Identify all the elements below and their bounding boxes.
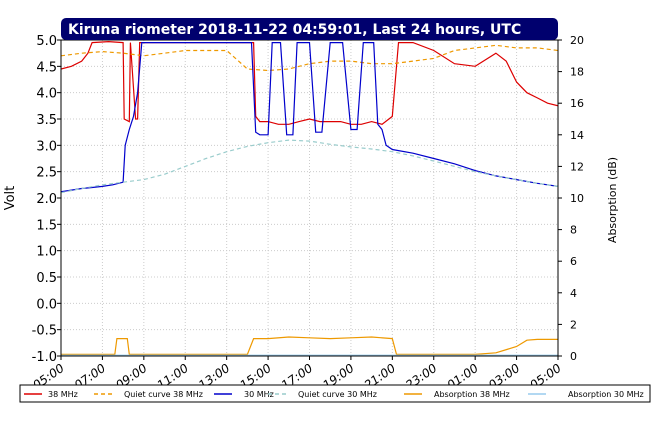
y-tick-label: 1.5 <box>36 218 57 233</box>
y-tick-label: 1.0 <box>36 245 57 260</box>
y2-tick-label: 0 <box>570 350 577 363</box>
y-tick-label: 5.0 <box>36 34 57 49</box>
y2-tick-label: 4 <box>570 287 577 300</box>
y-tick-label: 2.0 <box>36 192 57 207</box>
y-tick-label: 0.0 <box>36 297 57 312</box>
y-tick-label: 2.5 <box>36 166 57 181</box>
plot-background <box>61 40 558 356</box>
legend-label-1: Quiet curve 38 MHz <box>124 390 203 399</box>
y-tick-label: 4.5 <box>36 60 57 75</box>
legend-box <box>19 384 651 403</box>
y2-tick-label: 6 <box>570 255 577 268</box>
y2-tick-label: 10 <box>570 192 584 205</box>
legend-label-3: Quiet curve 30 MHz <box>298 390 377 399</box>
legend-label-5: Absorption 30 MHz <box>568 390 644 399</box>
legend-label-2: 30 MHz <box>244 390 274 399</box>
y2-tick-label: 12 <box>570 160 584 173</box>
title-bar <box>61 18 558 40</box>
y2-axis-label: Absorption (dB) <box>606 157 619 243</box>
series-line-0 <box>61 40 558 125</box>
legend-label-4: Absorption 38 MHz <box>434 390 510 399</box>
y-tick-label: 4.0 <box>36 87 57 102</box>
y2-tick-label: 20 <box>570 34 584 47</box>
series-line-4 <box>61 336 558 355</box>
series-line-2 <box>61 42 558 193</box>
y2-tick-label: 8 <box>570 224 577 237</box>
series-layer <box>61 40 558 356</box>
y-tick-label: -0.5 <box>32 324 57 339</box>
legend-label-0: 38 MHz <box>48 390 78 399</box>
y2-tick-label: 18 <box>570 66 584 79</box>
chart-title: Kiruna riometer 2018-11-22 04:59:01, Las… <box>68 22 521 38</box>
y-axis-ticks: 5.0 4.5 4.0 3.5 3.0 2.5 2.0 1.5 1.0 0.5 0.0 -0.5 -1.… <box>32 34 61 365</box>
y-tick-label: 3.0 <box>36 139 57 154</box>
y-tick-label: -1.0 <box>32 350 57 365</box>
series-line-3 <box>61 139 558 194</box>
y-tick-label: 3.5 <box>36 113 57 128</box>
y2-tick-label: 14 <box>570 129 584 142</box>
y2-tick-label: 16 <box>570 97 584 110</box>
y-tick-label: 0.5 <box>36 271 57 286</box>
legend: 38 MHz Quiet curve 38 MHz 30 MHz Quiet curv… <box>19 384 651 403</box>
y-axis-label: Volt <box>3 186 18 211</box>
y2-tick-label: 2 <box>570 318 577 331</box>
